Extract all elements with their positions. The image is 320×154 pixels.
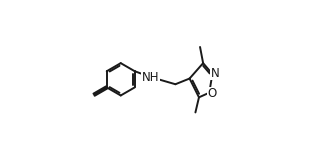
Text: NH: NH <box>142 71 159 83</box>
Text: N: N <box>211 67 220 80</box>
Text: O: O <box>207 87 217 100</box>
